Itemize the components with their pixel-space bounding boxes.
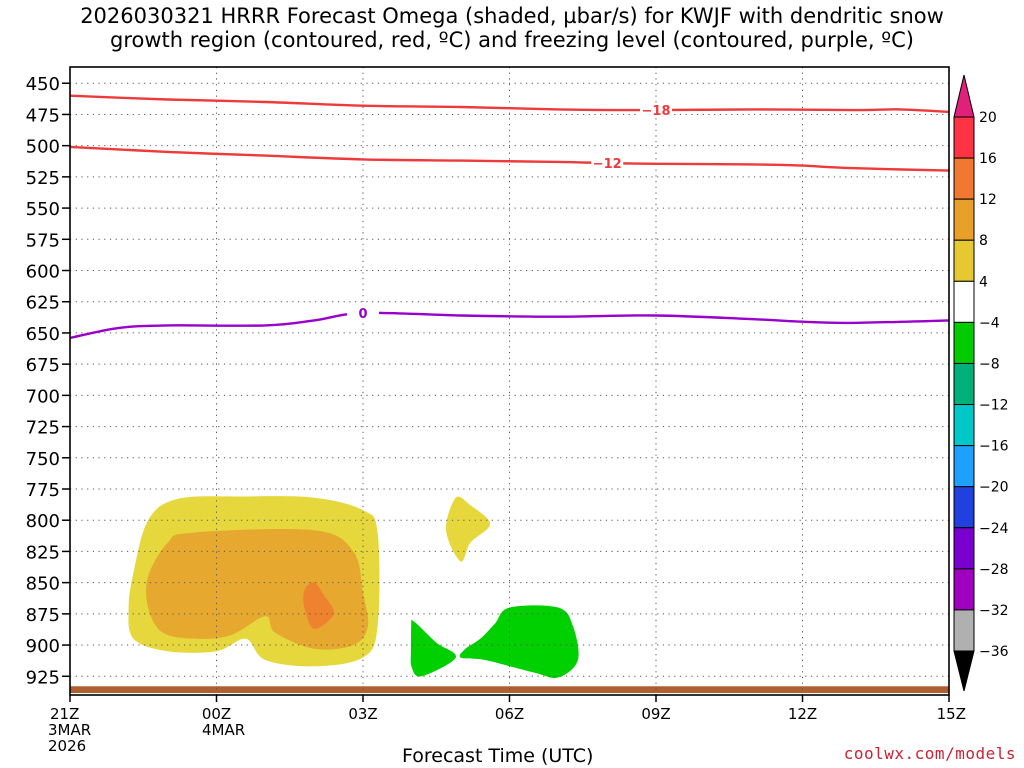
omega-12-16-main [303, 582, 334, 629]
dgz-minus-12-label-bg [591, 156, 624, 171]
colorbar-label: −20 [979, 480, 1009, 496]
x-tick-label: 06Z [495, 705, 524, 723]
y-tick-label: 750 [26, 449, 60, 470]
colorbar-label: 8 [979, 233, 988, 249]
colorbar-label: −12 [979, 398, 1009, 414]
colorbar-label: −28 [979, 562, 1009, 578]
x-tick-label: 09Z [641, 705, 670, 723]
y-tick-label: 800 [26, 511, 60, 532]
dgz-minus-12-label: −12 [593, 157, 622, 172]
chart-title: 2026030321 HRRR Forecast Omega (shaded, … [80, 4, 944, 52]
y-tick-label: 900 [26, 636, 60, 657]
colorbar-box [953, 568, 975, 611]
colorbar-box [953, 527, 975, 570]
omega-neg4-neg8-right [459, 605, 579, 679]
x-axis-title: Forecast Time (UTC) [402, 745, 594, 767]
freezing-level-0-label: 0 [358, 307, 367, 322]
first-date: 3MAR [48, 721, 92, 739]
colorbar-box [953, 116, 975, 159]
colorbar-label: −32 [979, 603, 1009, 619]
colorbar-label: 20 [979, 110, 997, 126]
y-tick-label: 600 [26, 262, 60, 283]
colorbar-label: 4 [979, 274, 988, 290]
omega-neg4-neg8-left [410, 617, 457, 677]
colorbar-box [953, 609, 975, 652]
y-axis: 450 475 500 525 550 575 600 625 650 675 700 725 750 7… [26, 74, 70, 688]
second-date-label: 4MAR [202, 722, 245, 738]
x-tick-label: 03Z [348, 705, 377, 723]
y-tick-label: 525 [26, 168, 60, 189]
x-tick-label: 21Z [50, 705, 79, 723]
colorbar-bottom-arrow [953, 650, 975, 692]
y-tick-label: 700 [26, 386, 60, 407]
gridlines [70, 67, 949, 695]
y-tick-label: 875 [26, 605, 60, 626]
contour-lines: −18 −12 0 [70, 94, 949, 340]
dgz-minus-18-label: −18 [642, 104, 671, 119]
x-tick-label: 12Z [788, 705, 817, 723]
y-tick-label: 850 [26, 574, 60, 595]
freezing-level-0-line [70, 311, 949, 340]
colorbar-top-arrow [953, 74, 975, 118]
x-tick-label: 00Z [202, 705, 231, 723]
y-tick-label: 625 [26, 293, 60, 314]
dgz-minus-18-label-bg [640, 103, 672, 118]
colorbar-label: 12 [979, 192, 997, 208]
y-tick-label: 550 [26, 199, 60, 220]
y-tick-label: 775 [26, 480, 60, 501]
colorbar-box [953, 321, 975, 364]
colorbar-box [953, 486, 975, 529]
y-tick-label: 825 [26, 542, 60, 563]
y-tick-label: 450 [26, 74, 60, 95]
colorbar-label: −36 [979, 644, 1009, 660]
omega-4-8-small [445, 496, 490, 562]
y-tick-label: 925 [26, 667, 60, 688]
y-tick-label: 475 [26, 105, 60, 126]
ground-strip [70, 686, 949, 693]
colorbar-label: −8 [979, 356, 1000, 372]
x-axis: 21Z 00Z 03Z 06Z 09Z 12Z 15Z [50, 695, 966, 723]
first-year: 2026 [48, 737, 87, 755]
second-date: 4MAR [202, 721, 246, 739]
colorbar-box [953, 362, 975, 406]
y-tick-label: 500 [26, 137, 60, 158]
dgz-minus-18-line [70, 94, 949, 114]
colorbar-label: 16 [979, 151, 997, 167]
y-tick-label: 650 [26, 324, 60, 345]
credit-link[interactable]: coolwx.com/models [843, 744, 1016, 763]
y-tick-label: 675 [26, 355, 60, 376]
y-tick-label: 725 [26, 418, 60, 439]
y-tick-label: 575 [26, 230, 60, 251]
colorbar-label: −24 [979, 521, 1009, 537]
colorbar-box [953, 157, 975, 200]
omega-shading [70, 496, 949, 693]
colorbar-box [953, 280, 975, 323]
colorbar-box [953, 445, 975, 488]
colorbar-label: −16 [979, 439, 1009, 455]
freezing-level-0-label-bg [347, 305, 379, 320]
colorbar-box [953, 239, 975, 282]
colorbar: 20 16 12 8 4 −4 −8 −12 −16 −20 −24 −28 −32 −36 [953, 74, 1009, 692]
x-tick-label: 15Z [937, 705, 966, 723]
dgz-minus-12-line [70, 145, 949, 172]
colorbar-box [953, 198, 975, 241]
first-date-label: 3MAR 2026 [48, 722, 91, 754]
colorbar-box [953, 404, 975, 447]
colorbar-label: −4 [979, 315, 1000, 331]
